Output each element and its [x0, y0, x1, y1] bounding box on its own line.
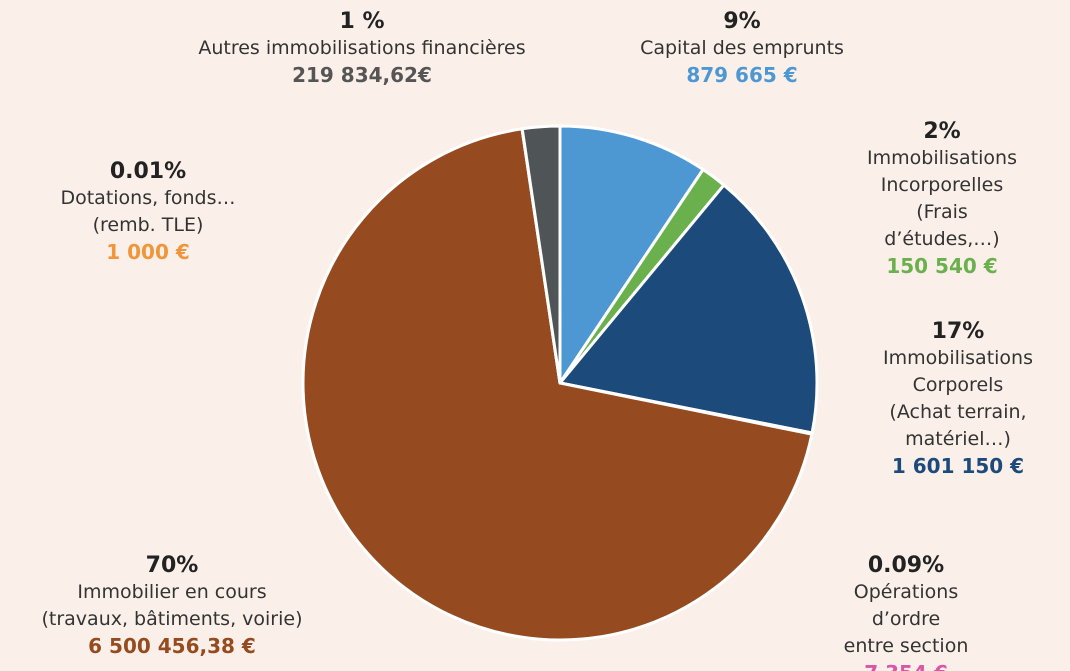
percent-label: 0.09%	[867, 553, 945, 578]
value-label: 150 540 €	[886, 254, 998, 278]
value-label: 1 000 €	[106, 240, 190, 264]
slice-label: 17% Immobilisations Corporels (Achat terr…	[883, 318, 1033, 480]
percent-label: 17%	[931, 319, 985, 344]
slice-label: 9% Capital des emprunts 879 665 €	[640, 8, 844, 89]
slice	[301, 127, 814, 642]
slice-label: 70% Immobilier en cours (travaux, bâtimen…	[41, 552, 302, 660]
slice	[558, 124, 705, 385]
slice	[520, 124, 562, 385]
category-label: Opérations d’ordre entre section	[843, 581, 969, 657]
percent-label: 70%	[145, 553, 199, 578]
category-label: Capital des emprunts	[640, 37, 844, 59]
slice	[558, 183, 819, 435]
category-label: Dotations, fonds… (remb. TLE)	[60, 187, 236, 236]
value-label: 879 665 €	[686, 63, 798, 87]
value-label: 219 834,62€	[292, 63, 432, 87]
category-label: Immobilier en cours (travaux, bâtiments,…	[41, 581, 303, 630]
slice-label: 1 % Autres immobilisations financières 219…	[198, 8, 525, 89]
slice-label: 0.09% Opérations d’ordre entre section 7 3…	[824, 552, 988, 671]
percent-label: 9%	[723, 9, 761, 34]
percent-label: 0.01%	[109, 159, 187, 184]
percent-label: 1 %	[339, 9, 385, 34]
value-label: 6 500 456,38 €	[88, 634, 256, 658]
value-label: 1 601 150 €	[891, 454, 1025, 478]
category-label: Autres immobilisations financières	[198, 37, 526, 59]
category-label: Immobilisations Incorporelles (Frais d’é…	[867, 147, 1017, 250]
slice-label: 0.01% Dotations, fonds… (remb. TLE) 1 000 …	[60, 158, 235, 266]
category-label: Immobilisations Corporels (Achat terrain…	[883, 347, 1033, 450]
value-label: 7 354 €	[824, 660, 988, 671]
slice-label: 2% Immobilisations Incorporelles (Frais d…	[867, 118, 1017, 280]
percent-label: 2%	[923, 119, 961, 144]
